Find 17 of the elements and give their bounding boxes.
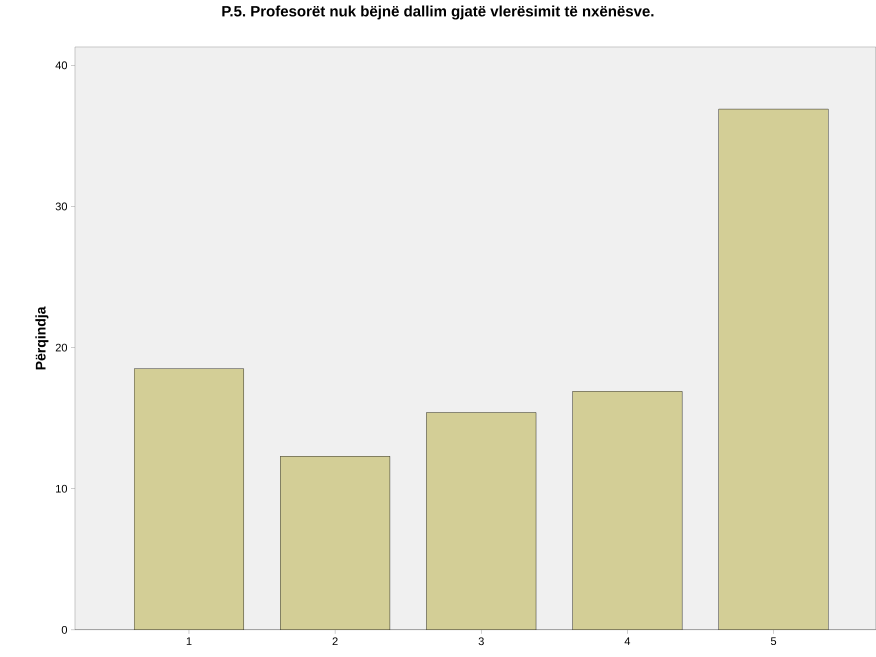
- y-tick-label: 20: [56, 344, 68, 352]
- bar: [426, 412, 536, 630]
- y-tick-label: 40: [55, 62, 68, 70]
- y-tick-label: 30: [56, 202, 68, 210]
- x-tick-label: 5: [770, 637, 776, 646]
- y-axis-title: Përqindja: [35, 306, 48, 370]
- chart-title: P.5. Profesorët nuk bëjnë dallim gjatë vlerësimit të nxënësve.: [222, 6, 654, 20]
- bar: [572, 391, 682, 630]
- bar: [280, 456, 390, 630]
- x-tick-label: 4: [624, 637, 630, 646]
- x-tick-label: 1: [186, 637, 192, 646]
- y-tick-label: 10: [56, 484, 68, 493]
- bar: [134, 368, 244, 630]
- y-tick-label: 0: [62, 626, 68, 634]
- x-tick-label: 3: [478, 637, 484, 646]
- bar: [718, 108, 829, 630]
- x-tick-label: 2: [332, 637, 338, 646]
